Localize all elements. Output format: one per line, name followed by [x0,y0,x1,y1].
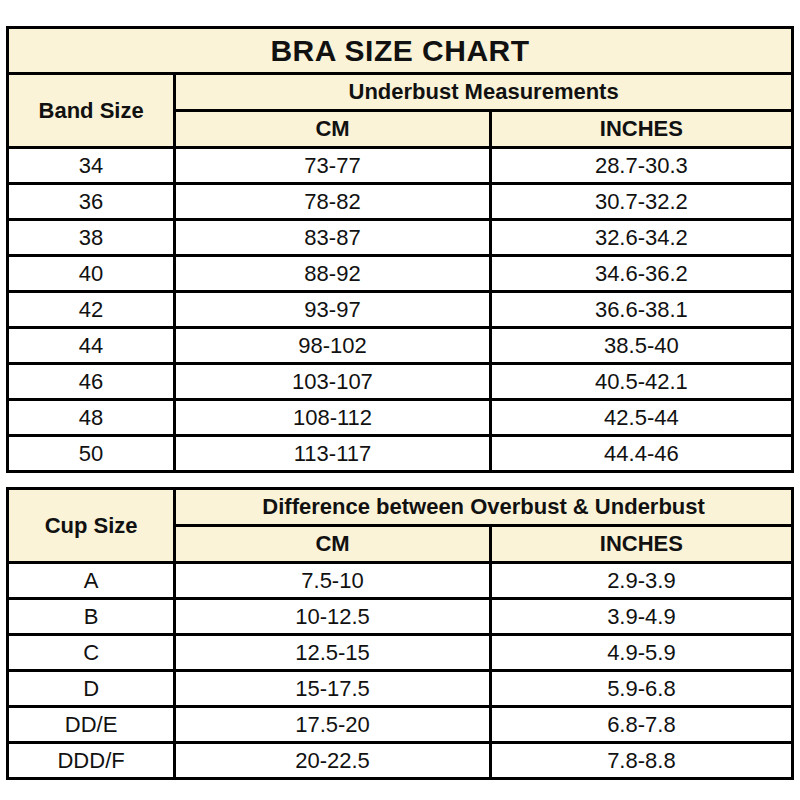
band-cm-value: 113-117 [175,436,491,472]
band-cm-value: 88-92 [175,256,491,292]
cup-header-row-1: Cup Size Difference between Overbust & U… [8,489,793,526]
cup-inches-header: INCHES [490,526,792,563]
cup-inches-value: 6.8-7.8 [490,707,792,743]
table-row: B 10-12.5 3.9-4.9 [8,599,793,635]
band-size-value: 40 [8,256,175,292]
band-cm-value: 108-112 [175,400,491,436]
cup-cm-value: 17.5-20 [175,707,491,743]
table-gap [6,473,794,487]
band-size-value: 50 [8,436,175,472]
band-cm-value: 103-107 [175,364,491,400]
table-row: 40 88-92 34.6-36.2 [8,256,793,292]
cup-size-table: Cup Size Difference between Overbust & U… [6,487,794,780]
difference-group-header: Difference between Overbust & Underbust [175,489,793,526]
page-title: BRA SIZE CHART [8,28,793,74]
table-row: A 7.5-10 2.9-3.9 [8,563,793,599]
band-size-value: 38 [8,220,175,256]
cup-cm-value: 10-12.5 [175,599,491,635]
cup-cm-value: 15-17.5 [175,671,491,707]
cup-inches-value: 4.9-5.9 [490,635,792,671]
cup-size-value: B [8,599,175,635]
cup-size-column-header: Cup Size [8,489,175,563]
band-inches-value: 28.7-30.3 [490,148,792,184]
table-row: 46 103-107 40.5-42.1 [8,364,793,400]
cup-inches-value: 3.9-4.9 [490,599,792,635]
band-inches-value: 34.6-36.2 [490,256,792,292]
band-inches-value: 32.6-34.2 [490,220,792,256]
cup-inches-value: 7.8-8.8 [490,743,792,779]
table-row: 48 108-112 42.5-44 [8,400,793,436]
band-cm-value: 93-97 [175,292,491,328]
table-row: 42 93-97 36.6-38.1 [8,292,793,328]
cup-size-value: A [8,563,175,599]
cup-size-value: DD/E [8,707,175,743]
cup-size-value: D [8,671,175,707]
cup-inches-value: 2.9-3.9 [490,563,792,599]
table-row: 38 83-87 32.6-34.2 [8,220,793,256]
cup-size-value: C [8,635,175,671]
band-cm-value: 98-102 [175,328,491,364]
table-row: 36 78-82 30.7-32.2 [8,184,793,220]
band-inches-value: 38.5-40 [490,328,792,364]
cup-cm-value: 12.5-15 [175,635,491,671]
band-size-column-header: Band Size [8,74,175,148]
table-row: C 12.5-15 4.9-5.9 [8,635,793,671]
band-inches-value: 44.4-46 [490,436,792,472]
band-inches-value: 40.5-42.1 [490,364,792,400]
band-size-value: 42 [8,292,175,328]
band-inches-header: INCHES [490,111,792,148]
cup-cm-value: 20-22.5 [175,743,491,779]
table-row: DDD/F 20-22.5 7.8-8.8 [8,743,793,779]
cup-cm-value: 7.5-10 [175,563,491,599]
band-size-table: BRA SIZE CHART Band Size Underbust Measu… [6,26,794,473]
band-cm-value: 78-82 [175,184,491,220]
band-inches-value: 36.6-38.1 [490,292,792,328]
cup-inches-value: 5.9-6.8 [490,671,792,707]
bra-size-chart-page: BRA SIZE CHART Band Size Underbust Measu… [0,0,800,800]
band-cm-value: 83-87 [175,220,491,256]
band-size-value: 34 [8,148,175,184]
band-size-value: 36 [8,184,175,220]
cup-size-value: DDD/F [8,743,175,779]
band-size-value: 44 [8,328,175,364]
band-cm-header: CM [175,111,491,148]
band-header-row-1: Band Size Underbust Measurements [8,74,793,111]
table-row: D 15-17.5 5.9-6.8 [8,671,793,707]
table-row: 44 98-102 38.5-40 [8,328,793,364]
band-inches-value: 30.7-32.2 [490,184,792,220]
band-size-value: 46 [8,364,175,400]
band-size-value: 48 [8,400,175,436]
title-row: BRA SIZE CHART [8,28,793,74]
table-row: 34 73-77 28.7-30.3 [8,148,793,184]
cup-cm-header: CM [175,526,491,563]
band-cm-value: 73-77 [175,148,491,184]
underbust-group-header: Underbust Measurements [175,74,793,111]
table-row: 50 113-117 44.4-46 [8,436,793,472]
table-row: DD/E 17.5-20 6.8-7.8 [8,707,793,743]
band-inches-value: 42.5-44 [490,400,792,436]
